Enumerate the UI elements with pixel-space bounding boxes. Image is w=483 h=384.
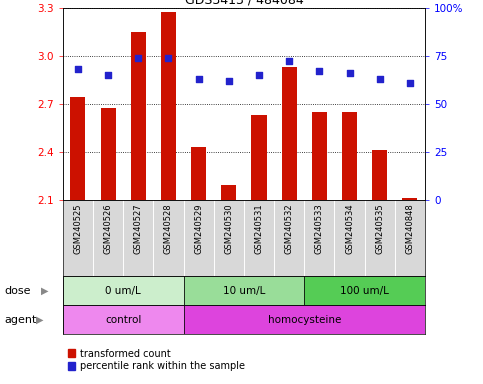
Bar	[402, 198, 417, 200]
Text: GSM240535: GSM240535	[375, 204, 384, 254]
Bar	[131, 32, 146, 200]
Bar	[221, 185, 236, 200]
Bar	[63, 305, 184, 334]
Point	[255, 72, 263, 78]
Text: GSM240527: GSM240527	[134, 204, 143, 254]
Point	[165, 55, 172, 61]
Bar	[71, 97, 85, 200]
Point	[225, 78, 233, 84]
Bar	[184, 305, 425, 334]
Point	[315, 68, 323, 74]
Text: dose: dose	[5, 286, 31, 296]
Legend: transformed count, percentile rank within the sample: transformed count, percentile rank withi…	[68, 349, 245, 371]
Bar	[184, 276, 304, 305]
Text: 100 um/L: 100 um/L	[340, 286, 389, 296]
Text: GSM240526: GSM240526	[103, 204, 113, 254]
Text: control: control	[105, 314, 142, 325]
Point	[406, 79, 414, 86]
Point	[376, 76, 384, 82]
Text: 10 um/L: 10 um/L	[223, 286, 265, 296]
Bar	[282, 67, 297, 200]
Text: GSM240528: GSM240528	[164, 204, 173, 254]
Bar	[304, 276, 425, 305]
Text: GSM240848: GSM240848	[405, 204, 414, 254]
Text: homocysteine: homocysteine	[268, 314, 341, 325]
Point	[74, 66, 82, 72]
Bar	[191, 147, 206, 200]
Bar	[312, 112, 327, 200]
Point	[134, 55, 142, 61]
Bar	[161, 13, 176, 200]
Text: GSM240531: GSM240531	[255, 204, 264, 254]
Bar	[342, 112, 357, 200]
Bar	[100, 109, 115, 200]
Text: GSM240534: GSM240534	[345, 204, 354, 254]
Text: 0 um/L: 0 um/L	[105, 286, 141, 296]
Point	[104, 72, 112, 78]
Text: ▶: ▶	[41, 286, 49, 296]
Text: agent: agent	[5, 314, 37, 325]
Bar	[63, 276, 184, 305]
Point	[285, 58, 293, 65]
Point	[195, 76, 202, 82]
Text: GSM240529: GSM240529	[194, 204, 203, 254]
Text: GSM240532: GSM240532	[284, 204, 294, 254]
Bar	[252, 115, 267, 200]
Text: GSM240533: GSM240533	[315, 204, 324, 254]
Point	[346, 70, 354, 76]
Text: ▶: ▶	[36, 314, 44, 325]
Text: GSM240530: GSM240530	[224, 204, 233, 254]
Text: GSM240525: GSM240525	[73, 204, 83, 254]
Title: GDS3413 / 484084: GDS3413 / 484084	[185, 0, 303, 7]
Bar	[372, 150, 387, 200]
